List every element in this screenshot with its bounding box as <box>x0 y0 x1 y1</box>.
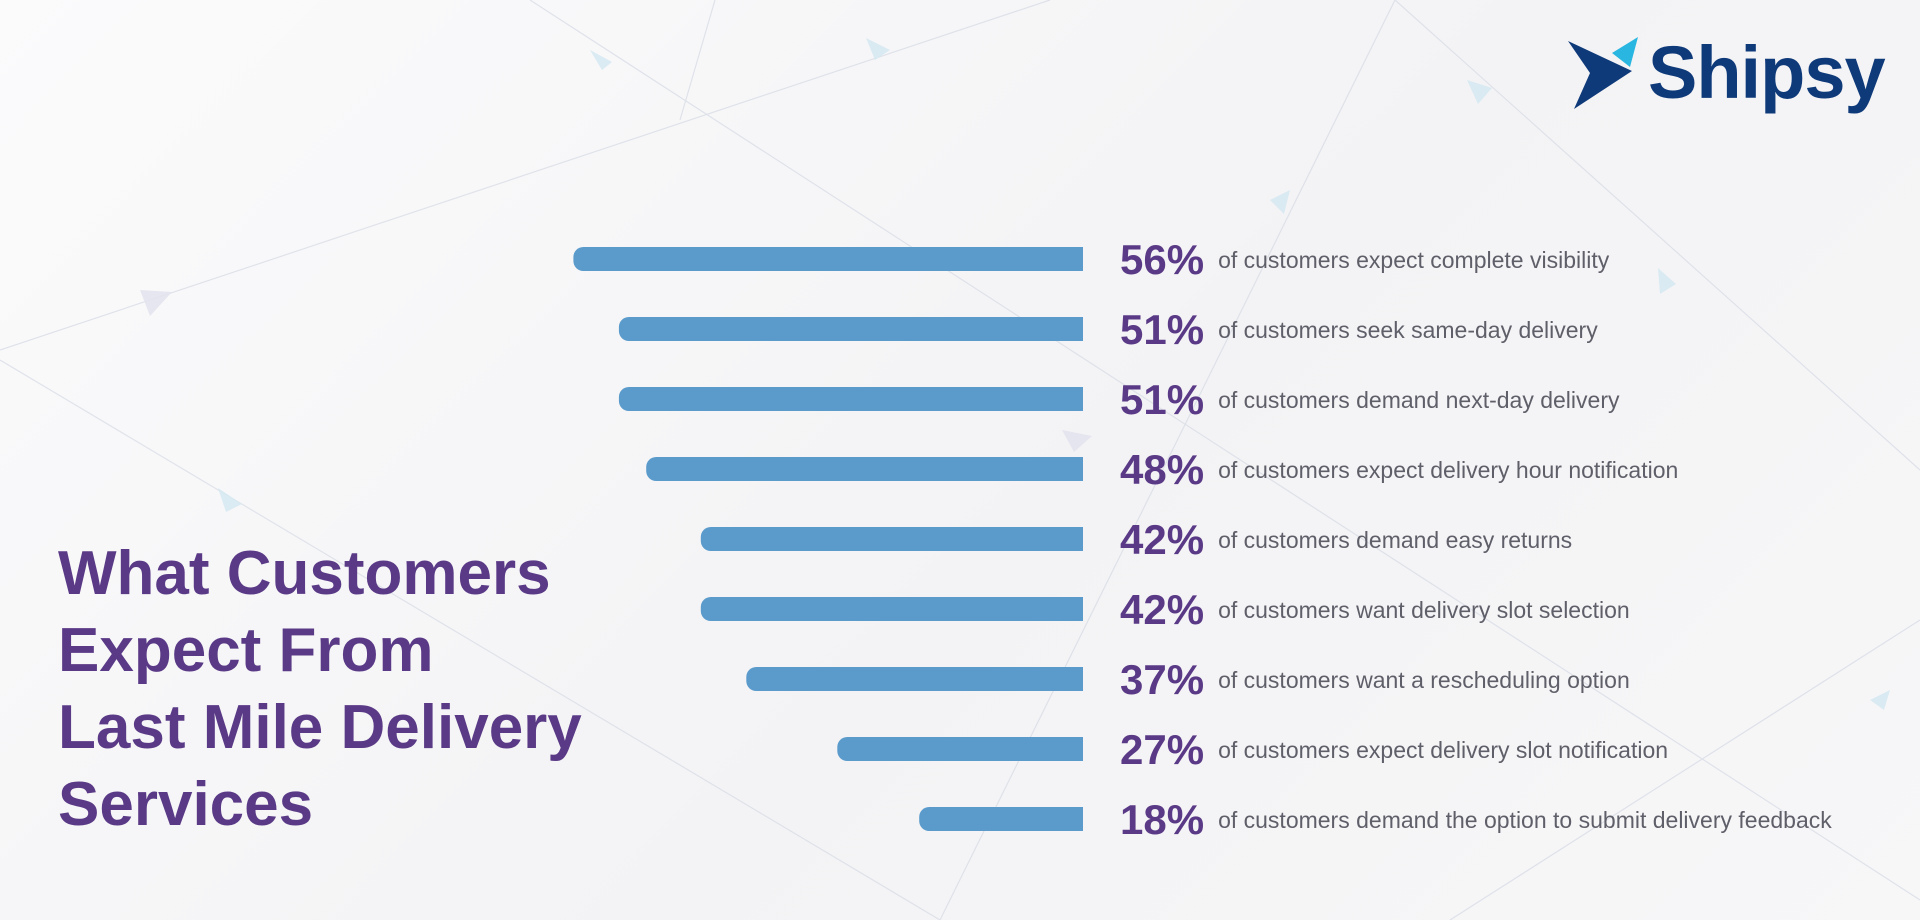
brand-name: Shipsy <box>1648 31 1886 114</box>
bird-arrow-icon <box>1568 37 1638 109</box>
bar <box>919 807 1083 831</box>
category-label: of customers seek same-day delivery <box>1218 317 1598 343</box>
category-label: of customers expect delivery slot notifi… <box>1218 737 1668 763</box>
bar-end <box>1071 667 1083 691</box>
category-label: of customers demand next-day delivery <box>1218 387 1620 413</box>
value-label: 51% <box>1120 306 1204 353</box>
value-label: 18% <box>1120 796 1204 843</box>
shipsy-logo: Shipsy <box>1568 31 1886 114</box>
title-line: What Customers <box>58 539 551 608</box>
value-label: 27% <box>1120 726 1204 773</box>
bar-end <box>1071 807 1083 831</box>
bar-end <box>1071 247 1083 271</box>
category-label: of customers want a rescheduling option <box>1218 667 1630 693</box>
category-label: of customers demand easy returns <box>1218 527 1572 553</box>
bar-end <box>1071 457 1083 481</box>
bar <box>618 387 1083 411</box>
title-line: Expect From <box>58 616 434 685</box>
category-label: of customers demand the option to submit… <box>1218 807 1832 833</box>
bar-end <box>1071 597 1083 621</box>
value-label: 42% <box>1120 586 1204 633</box>
page-title: What Customers Expect From Last Mile Del… <box>58 535 582 843</box>
value-label: 42% <box>1120 516 1204 563</box>
bar <box>646 457 1083 481</box>
title-line: Last Mile Delivery <box>58 693 582 762</box>
value-label: 56% <box>1120 236 1204 283</box>
bar-end <box>1071 317 1083 341</box>
title-line: Services <box>58 770 314 839</box>
bar-end <box>1071 527 1083 551</box>
category-label: of customers want delivery slot selectio… <box>1218 597 1630 623</box>
bar <box>837 737 1083 761</box>
value-label: 48% <box>1120 446 1204 493</box>
bar-end <box>1071 737 1083 761</box>
bar <box>700 597 1083 621</box>
bar <box>746 667 1083 691</box>
bar <box>618 317 1083 341</box>
bar <box>700 527 1083 551</box>
category-label: of customers expect complete visibility <box>1218 247 1610 273</box>
value-label: 51% <box>1120 376 1204 423</box>
category-label: of customers expect delivery hour notifi… <box>1218 457 1678 483</box>
value-label: 37% <box>1120 656 1204 703</box>
bar <box>573 247 1083 271</box>
bar-end <box>1071 387 1083 411</box>
